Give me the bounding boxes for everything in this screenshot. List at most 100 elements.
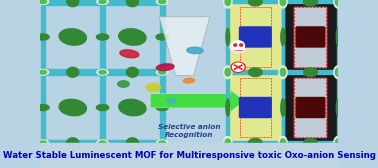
Ellipse shape bbox=[126, 138, 138, 148]
Bar bbox=[228, 0, 283, 3]
Bar bbox=[43, 140, 162, 146]
Ellipse shape bbox=[166, 98, 176, 103]
Ellipse shape bbox=[99, 0, 106, 4]
Ellipse shape bbox=[156, 34, 168, 40]
Bar bbox=[43, 69, 162, 75]
Ellipse shape bbox=[159, 70, 166, 74]
Ellipse shape bbox=[119, 29, 146, 45]
Ellipse shape bbox=[59, 99, 86, 116]
Ellipse shape bbox=[118, 81, 129, 87]
Ellipse shape bbox=[159, 141, 166, 145]
Ellipse shape bbox=[279, 136, 287, 149]
Ellipse shape bbox=[281, 29, 285, 45]
Bar bbox=[282, 2, 284, 143]
Ellipse shape bbox=[126, 0, 138, 7]
Ellipse shape bbox=[39, 141, 46, 145]
Ellipse shape bbox=[146, 83, 161, 92]
Bar bbox=[283, 0, 338, 3]
Ellipse shape bbox=[120, 50, 139, 58]
FancyBboxPatch shape bbox=[296, 27, 325, 47]
Bar bbox=[40, 2, 45, 143]
Ellipse shape bbox=[304, 139, 318, 147]
Bar bbox=[294, 78, 327, 137]
Bar bbox=[228, 141, 283, 144]
Bar bbox=[283, 71, 338, 74]
Ellipse shape bbox=[97, 69, 108, 75]
Ellipse shape bbox=[67, 0, 79, 7]
Ellipse shape bbox=[183, 78, 195, 83]
Ellipse shape bbox=[335, 0, 341, 6]
Ellipse shape bbox=[97, 140, 108, 146]
FancyBboxPatch shape bbox=[240, 97, 271, 118]
Bar bbox=[283, 141, 338, 144]
FancyBboxPatch shape bbox=[240, 27, 271, 47]
Text: Selective anion
Recognition: Selective anion Recognition bbox=[158, 124, 220, 138]
Ellipse shape bbox=[223, 0, 232, 8]
Ellipse shape bbox=[280, 139, 286, 147]
Ellipse shape bbox=[248, 68, 262, 76]
Ellipse shape bbox=[187, 47, 203, 54]
Ellipse shape bbox=[336, 99, 340, 116]
Ellipse shape bbox=[156, 104, 168, 111]
Ellipse shape bbox=[223, 66, 232, 79]
Bar bbox=[40, 143, 338, 168]
Ellipse shape bbox=[156, 0, 168, 5]
Ellipse shape bbox=[99, 141, 106, 145]
Bar bbox=[228, 2, 283, 143]
Ellipse shape bbox=[223, 136, 232, 149]
Ellipse shape bbox=[334, 66, 342, 79]
Bar bbox=[240, 78, 271, 137]
Text: Water Stable Luminescent MOF for Multiresponsive toxic Oxo-anion Sensing: Water Stable Luminescent MOF for Multire… bbox=[3, 151, 375, 160]
Bar bbox=[283, 2, 338, 143]
Ellipse shape bbox=[96, 34, 109, 40]
Ellipse shape bbox=[279, 66, 287, 79]
Bar bbox=[294, 7, 327, 67]
Ellipse shape bbox=[234, 44, 237, 46]
Ellipse shape bbox=[281, 99, 285, 116]
Ellipse shape bbox=[280, 68, 286, 76]
Bar bbox=[337, 2, 339, 143]
FancyArrow shape bbox=[150, 90, 244, 112]
Ellipse shape bbox=[226, 99, 229, 116]
Ellipse shape bbox=[97, 0, 108, 5]
Ellipse shape bbox=[334, 0, 342, 8]
Ellipse shape bbox=[335, 68, 341, 76]
FancyBboxPatch shape bbox=[296, 97, 325, 118]
Ellipse shape bbox=[248, 139, 262, 147]
Ellipse shape bbox=[156, 64, 174, 71]
Bar bbox=[240, 7, 271, 67]
Ellipse shape bbox=[232, 63, 244, 71]
Bar bbox=[282, 2, 284, 143]
Ellipse shape bbox=[37, 0, 49, 5]
Ellipse shape bbox=[37, 140, 49, 146]
Bar bbox=[294, 78, 327, 137]
Ellipse shape bbox=[67, 138, 79, 148]
Bar bbox=[294, 7, 327, 67]
Ellipse shape bbox=[281, 29, 285, 45]
Bar bbox=[226, 2, 229, 143]
Ellipse shape bbox=[159, 0, 166, 4]
Ellipse shape bbox=[37, 34, 49, 40]
Polygon shape bbox=[159, 17, 210, 76]
Ellipse shape bbox=[37, 69, 49, 75]
Ellipse shape bbox=[232, 41, 245, 51]
Ellipse shape bbox=[225, 139, 231, 147]
Ellipse shape bbox=[99, 70, 106, 74]
Bar bbox=[160, 2, 164, 143]
Ellipse shape bbox=[281, 99, 285, 116]
Ellipse shape bbox=[156, 69, 168, 75]
Ellipse shape bbox=[225, 0, 231, 6]
Ellipse shape bbox=[226, 29, 229, 45]
Ellipse shape bbox=[231, 62, 245, 72]
Ellipse shape bbox=[280, 0, 286, 6]
Ellipse shape bbox=[225, 68, 231, 76]
Ellipse shape bbox=[304, 68, 318, 76]
Ellipse shape bbox=[248, 0, 262, 6]
Ellipse shape bbox=[335, 139, 341, 147]
Ellipse shape bbox=[59, 29, 86, 45]
Bar bbox=[100, 2, 105, 143]
Ellipse shape bbox=[37, 104, 49, 111]
Bar bbox=[43, 0, 162, 5]
Ellipse shape bbox=[240, 44, 243, 46]
Ellipse shape bbox=[119, 99, 146, 116]
